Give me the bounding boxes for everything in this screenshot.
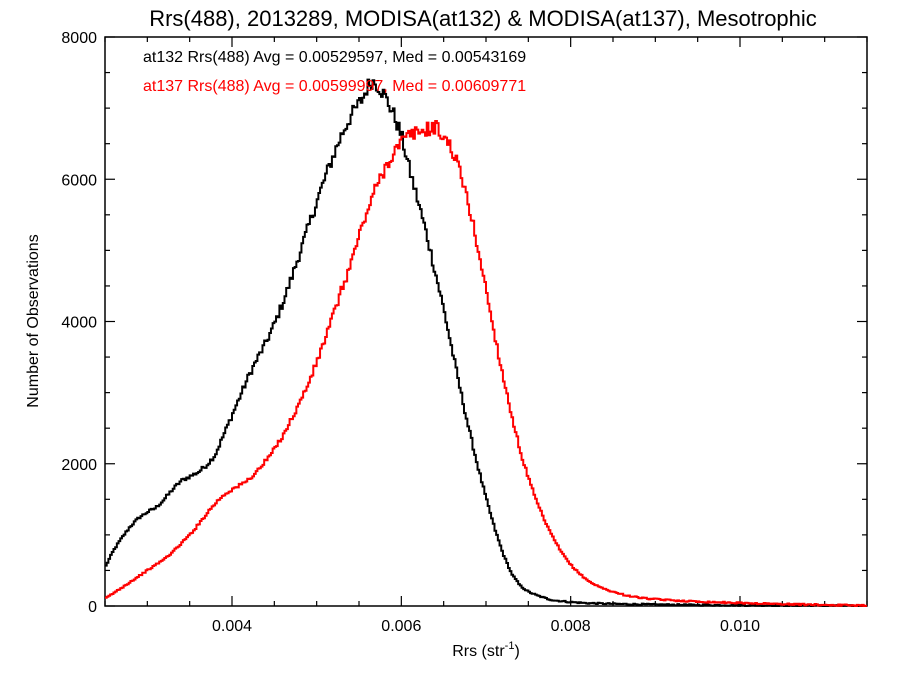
y-tick-label: 2000 xyxy=(61,457,97,474)
x-tick-label: 0.004 xyxy=(212,618,252,635)
y-tick-label: 0 xyxy=(88,599,97,616)
series-at132-line xyxy=(105,78,867,607)
chart-title: Rrs(488), 2013289, MODISA(at132) & MODIS… xyxy=(149,6,817,31)
annotation-at132: at132 Rrs(488) Avg = 0.00529597, Med = 0… xyxy=(143,49,526,66)
y-axis: 0 2000 4000 6000 8000 xyxy=(61,30,867,616)
y-tick-label: 6000 xyxy=(61,172,97,189)
x-tick-label: 0.006 xyxy=(381,618,421,635)
x-tick-label: 0.008 xyxy=(551,618,591,635)
y-tick-label: 4000 xyxy=(61,315,97,332)
series-at137-line xyxy=(105,120,867,607)
x-axis: 0.004 0.006 0.008 0.010 xyxy=(104,37,868,635)
x-axis-label-close: ) xyxy=(514,643,519,660)
series-group xyxy=(105,78,867,607)
x-axis-label: Rrs (str-1) xyxy=(452,640,520,660)
x-tick-label: 0.010 xyxy=(720,618,760,635)
plot-frame xyxy=(104,36,868,607)
y-tick-label: 8000 xyxy=(61,30,97,47)
y-axis-label: Number of Observations xyxy=(25,234,42,407)
annotation-at137: at137 Rrs(488) Avg = 0.00599997, Med = 0… xyxy=(143,78,526,95)
x-axis-label-main: Rrs (str xyxy=(452,643,505,660)
x-axis-label-sup: -1 xyxy=(505,640,515,652)
